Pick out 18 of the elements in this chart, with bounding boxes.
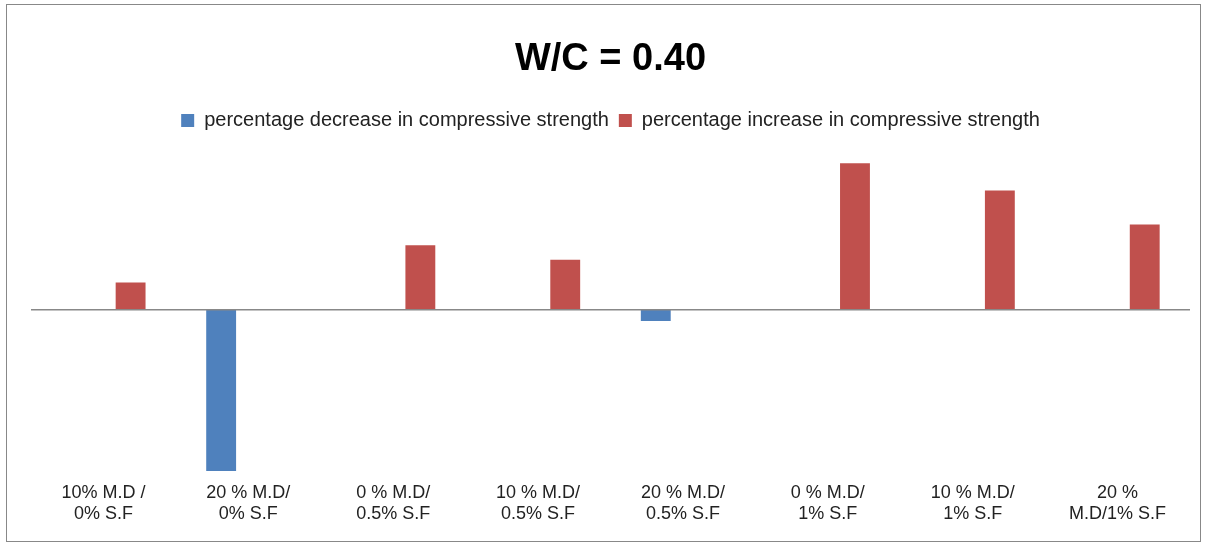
bar — [840, 163, 870, 310]
bar — [405, 245, 436, 310]
x-tick-label: 0 % M.D/ 0.5% S.F — [356, 481, 431, 524]
x-tick-label: 10 % M.D/ 0.5% S.F — [496, 481, 581, 524]
x-tick-label: 20 % M.D/ 0% S.F — [206, 481, 291, 524]
bar — [115, 282, 146, 310]
bar — [984, 190, 1015, 310]
x-tick-label: 0 % M.D/ 1% S.F — [790, 481, 865, 524]
x-tick-label: 20 % M.D/1% S.F — [1069, 481, 1167, 524]
bar — [550, 259, 581, 310]
bar — [1129, 224, 1160, 310]
x-tick-label: 10% M.D / 0% S.F — [61, 481, 146, 524]
chart-title: W/C = 0.40 — [514, 36, 707, 79]
legend-label: percentage decrease in compressive strength — [204, 108, 609, 131]
x-tick-label: 10 % M.D/ 1% S.F — [930, 481, 1015, 524]
bar — [206, 309, 237, 471]
x-tick-label: 20 % M.D/ 0.5% S.F — [640, 481, 725, 524]
legend-label: percentage increase in compressive strength — [641, 108, 1040, 131]
